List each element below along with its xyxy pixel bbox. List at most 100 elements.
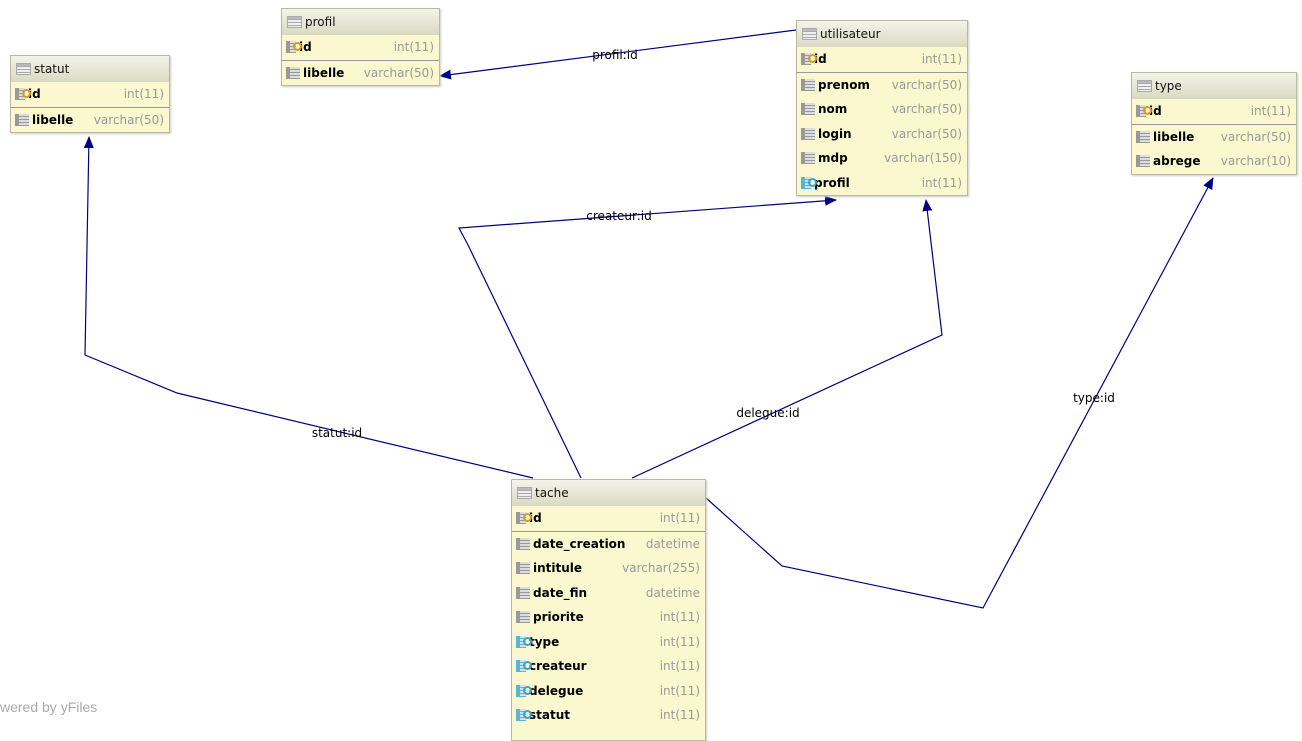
edge-delegue[interactable] [631, 199, 943, 479]
column-type: datetime [645, 585, 700, 600]
edge-label-delegue: delegue:id [736, 406, 800, 420]
table-name: tache [535, 486, 569, 500]
column-row[interactable]: libelle varchar(50) [282, 61, 439, 86]
edge-label-type: type:id [1073, 391, 1115, 405]
column-name: login [818, 126, 852, 141]
column-row[interactable]: nom varchar(50) [797, 97, 967, 122]
table-tache[interactable]: tache id int(11) date_creation datetime intit… [511, 479, 706, 741]
column-name: libelle [1153, 129, 1195, 144]
table-header[interactable]: statut [11, 56, 169, 82]
edge-type[interactable] [705, 177, 1214, 609]
edge-label-statut: statut:id [311, 426, 363, 440]
column-type: int(11) [393, 40, 434, 55]
foreign-key-icon [516, 709, 532, 722]
column-name: id [529, 511, 542, 526]
foreign-key-icon [801, 176, 817, 189]
column-icon [1136, 130, 1150, 143]
column-type: varchar(50) [363, 65, 434, 80]
edge-profil[interactable] [439, 29, 797, 80]
column-type: varchar(255) [622, 561, 700, 576]
column-type: datetime [645, 536, 700, 551]
column-name: id [299, 40, 312, 55]
column-icon [15, 113, 29, 126]
table-icon [802, 28, 817, 40]
table-utilisateur[interactable]: utilisateur id int(11) prenom varchar(50) nom… [796, 20, 968, 196]
column-type: int(11) [659, 708, 700, 723]
column-row[interactable]: delegue int(11) [512, 679, 705, 704]
column-name: type [529, 634, 560, 649]
table-icon [517, 487, 532, 499]
column-row[interactable]: prenom varchar(50) [797, 73, 967, 98]
column-type: varchar(50) [93, 112, 164, 127]
column-icon [516, 586, 530, 599]
table-name: statut [34, 62, 70, 76]
column-row[interactable]: priorite int(11) [512, 605, 705, 630]
column-type: int(11) [659, 659, 700, 674]
column-row[interactable]: id int(11) [797, 47, 967, 73]
column-row[interactable]: id int(11) [512, 506, 705, 532]
column-type: int(11) [921, 175, 962, 190]
primary-key-icon [15, 88, 31, 101]
column-row[interactable]: createur int(11) [512, 654, 705, 679]
column-name: delegue [529, 683, 584, 698]
table-header[interactable]: utilisateur [797, 21, 967, 47]
column-type: int(11) [123, 87, 164, 102]
table-icon [16, 63, 31, 75]
edge-label-profil: profil:id [592, 48, 638, 62]
primary-key-icon [286, 41, 302, 54]
column-name: createur [529, 659, 587, 674]
table-type[interactable]: type id int(11) libelle varchar(50) abrege var… [1131, 72, 1297, 175]
table-header[interactable]: tache [512, 480, 705, 506]
table-statut[interactable]: statut id int(11) libelle varchar(50) [10, 55, 170, 133]
column-row[interactable]: login varchar(50) [797, 122, 967, 147]
primary-key-icon [1136, 105, 1152, 118]
table-name: profil [305, 15, 336, 29]
table-header[interactable]: type [1132, 73, 1296, 99]
column-row[interactable]: mdp varchar(150) [797, 146, 967, 171]
column-type: varchar(50) [891, 102, 962, 117]
column-name: priorite [533, 610, 584, 625]
column-icon [801, 152, 815, 165]
column-row[interactable]: id int(11) [11, 82, 169, 108]
watermark: wered by yFiles [0, 699, 98, 715]
column-icon [1136, 155, 1150, 168]
foreign-key-icon [516, 660, 532, 673]
table-profil[interactable]: profil id int(11) libelle varchar(50) [281, 8, 440, 86]
column-name: prenom [818, 77, 870, 92]
column-row[interactable]: statut int(11) [512, 703, 705, 728]
foreign-key-icon [516, 684, 532, 697]
column-name: date_fin [533, 585, 587, 600]
column-icon [801, 78, 815, 91]
column-row[interactable]: id int(11) [1132, 99, 1296, 125]
table-name: utilisateur [820, 27, 881, 41]
column-type: varchar(50) [891, 126, 962, 141]
column-type: varchar(10) [1220, 154, 1291, 169]
column-row[interactable]: id int(11) [282, 35, 439, 61]
column-name: date_creation [533, 536, 626, 551]
column-icon [516, 562, 530, 575]
column-row[interactable]: date_fin datetime [512, 581, 705, 606]
column-name: statut [529, 708, 570, 723]
edge-createur[interactable] [458, 195, 837, 479]
column-type: varchar(50) [891, 77, 962, 92]
column-icon [516, 611, 530, 624]
table-header[interactable]: profil [282, 9, 439, 35]
column-row[interactable]: date_creation datetime [512, 532, 705, 557]
table-name: type [1155, 79, 1182, 93]
column-row[interactable]: type int(11) [512, 630, 705, 655]
foreign-key-icon [516, 635, 532, 648]
column-name: id [814, 52, 827, 67]
column-type: int(11) [659, 683, 700, 698]
column-type: varchar(50) [1220, 129, 1291, 144]
column-name: intitule [533, 561, 583, 576]
column-row[interactable]: profil int(11) [797, 171, 967, 196]
column-row[interactable]: abrege varchar(10) [1132, 149, 1296, 174]
table-icon [1137, 80, 1152, 92]
column-row[interactable]: libelle varchar(50) [11, 108, 169, 133]
column-type: int(11) [659, 511, 700, 526]
column-type: int(11) [1250, 104, 1291, 119]
edge-statut[interactable] [83, 136, 534, 479]
column-row[interactable]: libelle varchar(50) [1132, 125, 1296, 150]
column-row[interactable]: intitule varchar(255) [512, 556, 705, 581]
